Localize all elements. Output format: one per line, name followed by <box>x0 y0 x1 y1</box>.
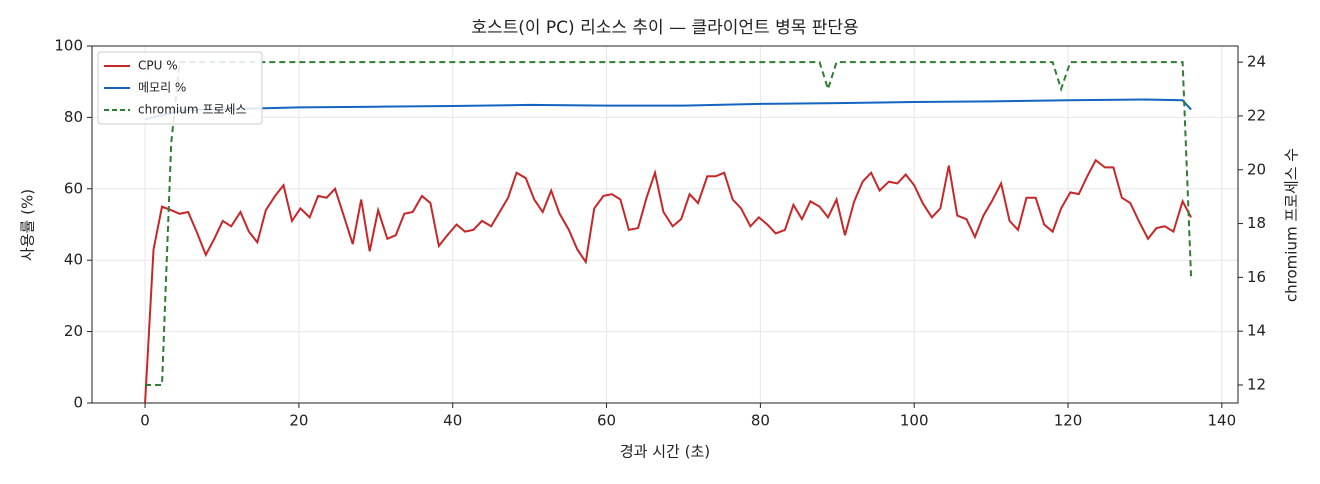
series-line <box>145 61 1193 386</box>
series-line <box>144 98 1192 121</box>
legend-box <box>97 51 263 125</box>
legend-label: 메모리 % <box>138 81 186 95</box>
x-tick-label: 40 <box>443 412 462 430</box>
y2-tick-label: 20 <box>1247 160 1266 178</box>
x-axis-label: 경과 시간 (초) <box>620 443 710 461</box>
y2-tick-label: 14 <box>1247 322 1266 340</box>
series-line <box>144 158 1192 404</box>
y-tick-label: 20 <box>64 322 83 340</box>
legend-label: CPU % <box>138 59 178 73</box>
y2-axis-label: chromium 프로세스 수 <box>1283 148 1301 302</box>
x-tick-label: 20 <box>289 412 308 430</box>
chart-title: 호스트(이 PC) 리소스 추이 — 클라이언트 병목 판단용 <box>471 18 858 38</box>
plot-frame <box>91 45 1239 404</box>
x-tick-label: 0 <box>140 412 150 430</box>
y-axis-label: 사용률 (%) <box>19 189 37 261</box>
y-tick-label: 40 <box>64 251 83 269</box>
y2-tick-label: 12 <box>1247 375 1266 393</box>
y-tick-label: 100 <box>54 37 83 55</box>
y-tick-label: 80 <box>64 108 83 126</box>
legend-label: chromium 프로세스 <box>138 103 247 117</box>
x-tick-label: 140 <box>1208 412 1237 430</box>
y2-tick-label: 22 <box>1247 106 1266 124</box>
y-tick-label: 60 <box>64 179 83 197</box>
y-tick-label: 0 <box>73 394 83 412</box>
y2-tick-label: 24 <box>1247 53 1266 71</box>
x-tick-label: 80 <box>751 412 770 430</box>
x-tick-label: 100 <box>900 412 929 430</box>
x-tick-label: 60 <box>597 412 616 430</box>
y2-tick-label: 18 <box>1247 214 1266 232</box>
y2-tick-label: 16 <box>1247 268 1266 286</box>
x-tick-label: 120 <box>1054 412 1083 430</box>
